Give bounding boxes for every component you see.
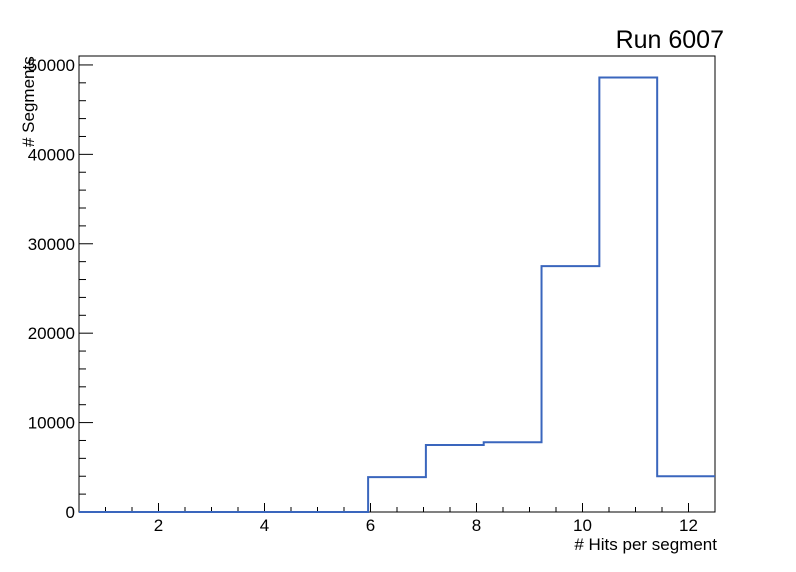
chart-title: Run 6007 — [615, 26, 724, 54]
x-tick-label: 4 — [260, 516, 269, 535]
y-axis-title: # Segments — [19, 56, 38, 147]
y-tick-label: 20000 — [28, 324, 75, 343]
y-tick-label: 50000 — [28, 56, 75, 75]
x-tick-label: 8 — [472, 516, 481, 535]
y-tick-label: 40000 — [28, 145, 75, 164]
x-tick-label: 12 — [679, 516, 698, 535]
y-tick-label: 0 — [66, 503, 75, 522]
x-axis-title: # Hits per segment — [574, 535, 717, 554]
histogram-line — [79, 76, 715, 513]
x-tick-label: 6 — [366, 516, 375, 535]
x-tick-label: 2 — [154, 516, 163, 535]
y-tick-label: 10000 — [28, 414, 75, 433]
y-tick-label: 30000 — [28, 235, 75, 254]
plot-frame — [78, 55, 716, 513]
x-tick-label: 10 — [573, 516, 592, 535]
